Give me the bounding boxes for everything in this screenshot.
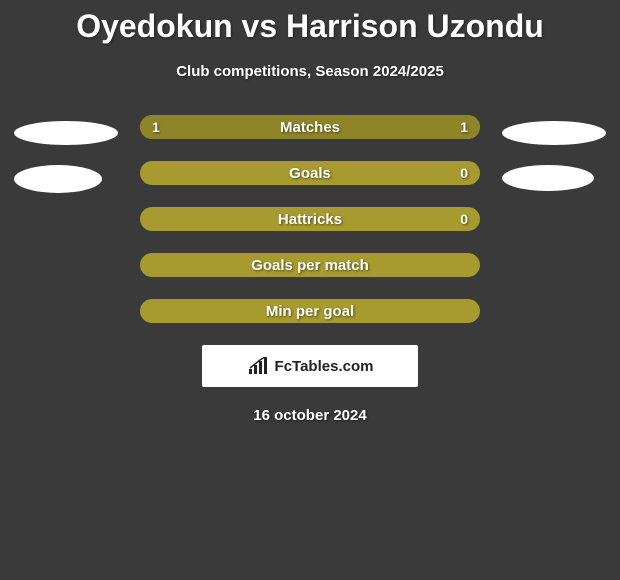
stat-row: Goals per match xyxy=(140,253,480,277)
stat-value-right: 1 xyxy=(460,119,468,135)
infographic-container: Oyedokun vs Harrison Uzondu Club competi… xyxy=(0,0,620,424)
chart-icon xyxy=(247,357,269,375)
stat-row: Goals 0 xyxy=(140,161,480,185)
stats-column: 1 Matches 1 Goals 0 Hattricks 0 Goals per match… xyxy=(140,115,480,323)
stat-label: Goals xyxy=(289,165,331,182)
stat-label: Hattricks xyxy=(278,211,342,228)
stat-label: Goals per match xyxy=(251,257,369,274)
player-left-avatar xyxy=(14,121,118,145)
stat-row: 1 Matches 1 xyxy=(140,115,480,139)
player-left-avatar xyxy=(14,165,102,193)
stat-row: Hattricks 0 xyxy=(140,207,480,231)
comparison-title: Oyedokun vs Harrison Uzondu xyxy=(76,8,544,45)
player-right-column xyxy=(502,115,606,191)
date-text: 16 october 2024 xyxy=(253,407,366,424)
attribution-text: FcTables.com xyxy=(275,358,374,375)
attribution-badge: FcTables.com xyxy=(202,345,418,387)
player-left-column xyxy=(14,115,118,193)
stat-value-left: 1 xyxy=(152,119,160,135)
stat-value-right: 0 xyxy=(460,165,468,181)
player-right-avatar xyxy=(502,165,594,191)
stat-row: Min per goal xyxy=(140,299,480,323)
stat-label: Matches xyxy=(280,119,340,136)
stat-label: Min per goal xyxy=(266,303,354,320)
player-right-avatar xyxy=(502,121,606,145)
chart-area: 1 Matches 1 Goals 0 Hattricks 0 Goals per match… xyxy=(0,115,620,323)
comparison-subtitle: Club competitions, Season 2024/2025 xyxy=(176,63,444,80)
stat-value-right: 0 xyxy=(460,211,468,227)
